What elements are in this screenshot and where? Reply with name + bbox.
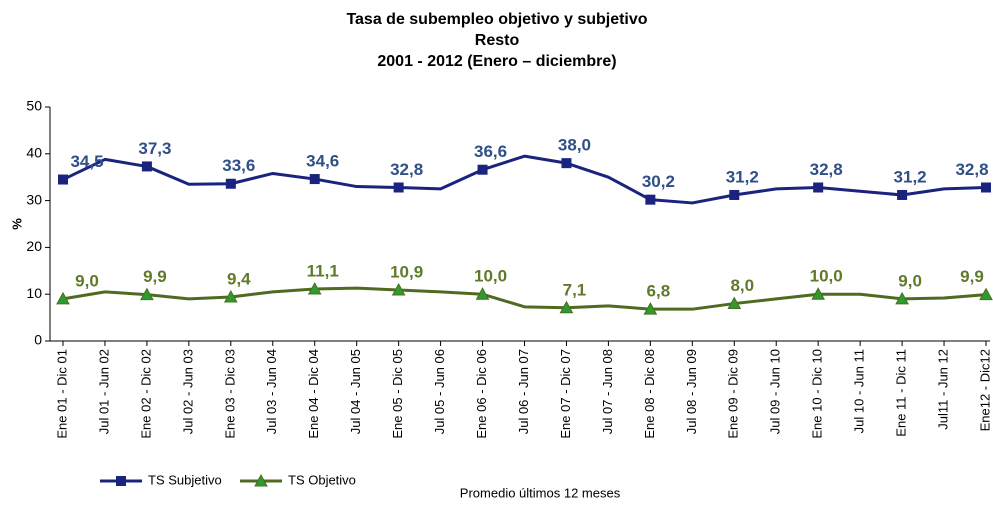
data-marker — [645, 194, 656, 205]
x-tick-label: Jul 06 - Jun 07 — [516, 349, 531, 434]
data-marker — [393, 182, 404, 193]
data-label: 38,0 — [558, 136, 591, 155]
data-label: 10,9 — [390, 262, 423, 281]
data-marker — [475, 287, 490, 300]
data-label: 33,6 — [222, 156, 255, 175]
x-tick-label: Ene 04 - Dic 04 — [306, 349, 321, 439]
chart-title: Tasa de subempleo objetivo y subjetivo — [346, 11, 647, 28]
data-label: 30,2 — [642, 172, 675, 191]
data-marker — [981, 182, 991, 193]
chart-subtitle: Resto — [475, 32, 520, 49]
x-tick-label: Jul11 - Jun 12 — [935, 349, 950, 430]
series-line — [62, 286, 987, 311]
data-marker — [811, 287, 826, 300]
x-tick-label: Ene 08 - Dic 08 — [642, 349, 657, 439]
data-marker — [897, 189, 908, 200]
data-marker — [559, 300, 574, 314]
x-tick-label: Ene 01 - Dic 01 — [54, 349, 69, 439]
x-tick-label: Ene 02 - Dic 02 — [138, 349, 153, 439]
data-marker — [223, 289, 238, 303]
x-tick-label: Jul 07 - Jun 08 — [600, 349, 615, 434]
x-tick-label: Jul 04 - Jun 05 — [348, 349, 363, 434]
data-marker — [391, 282, 406, 296]
x-tick-label: Jul 02 - Jun 03 — [180, 349, 195, 434]
data-marker — [561, 158, 572, 169]
data-label: 7,1 — [563, 280, 587, 299]
data-marker — [309, 174, 320, 185]
x-tick-label: Ene 10 - Dic 10 — [810, 349, 825, 439]
data-label: 9,9 — [143, 267, 167, 286]
data-marker — [141, 161, 152, 172]
y-tick-label: 50 — [26, 98, 42, 114]
legend-label: TS Objetivo — [288, 472, 356, 487]
data-label: 32,8 — [810, 160, 843, 179]
data-label: 36,6 — [474, 142, 507, 161]
data-label: 9,4 — [227, 269, 251, 288]
x-tick-label: Jul 10 - Jun 11 — [852, 349, 867, 433]
series-line — [62, 154, 987, 205]
data-label: 31,2 — [894, 167, 927, 186]
data-marker — [895, 291, 909, 305]
x-axis-label: Promedio últimos 12 meses — [460, 485, 621, 500]
data-marker — [979, 287, 993, 301]
data-marker — [140, 287, 154, 301]
y-axis-label: % — [9, 218, 24, 230]
legend-marker — [254, 473, 268, 487]
x-tick-label: Jul 03 - Jun 04 — [264, 349, 279, 434]
x-tick-label: Jul 09 - Jun 10 — [768, 349, 783, 434]
data-label: 31,2 — [726, 167, 759, 186]
data-label: 37,3 — [138, 139, 171, 158]
y-tick-label: 0 — [34, 332, 42, 348]
data-marker — [477, 164, 488, 175]
data-marker — [729, 189, 740, 200]
y-tick-label: 20 — [26, 238, 42, 254]
legend-label: TS Subjetivo — [148, 472, 222, 487]
x-tick-label: Ene 06 - Dic 06 — [474, 349, 489, 439]
data-label: 10,0 — [810, 267, 843, 286]
data-label: 9,0 — [75, 271, 99, 290]
x-tick-label: Jul 05 - Jun 06 — [432, 349, 447, 434]
x-tick-label: Ene12 - Dic12 — [977, 349, 992, 431]
data-label: 34,6 — [306, 152, 339, 171]
x-tick-label: Ene 09 - Dic 09 — [726, 349, 741, 439]
data-marker — [813, 182, 824, 193]
data-label: 34,5 — [70, 152, 103, 171]
data-label: 10,0 — [474, 267, 507, 286]
data-label: 32,8 — [955, 160, 988, 179]
data-label: 32,8 — [390, 160, 423, 179]
y-tick-label: 30 — [26, 191, 42, 207]
data-label: 9,0 — [898, 271, 922, 290]
data-label: 8,0 — [730, 276, 754, 295]
data-marker — [727, 296, 742, 310]
data-marker — [225, 178, 236, 189]
data-marker — [58, 174, 68, 185]
x-tick-label: Ene 11 - Dic 11 — [894, 349, 909, 437]
data-marker — [56, 291, 70, 305]
data-marker — [643, 302, 658, 315]
data-label: 9,9 — [960, 267, 984, 286]
chart-subtitle: 2001 - 2012 (Enero – diciembre) — [377, 53, 616, 70]
data-label: 6,8 — [647, 282, 671, 301]
legend-marker — [116, 476, 126, 486]
x-tick-label: Ene 03 - Dic 03 — [222, 349, 237, 439]
x-tick-label: Jul 01 - Jun 02 — [96, 349, 111, 434]
y-tick-label: 10 — [26, 285, 42, 301]
x-tick-label: Ene 05 - Dic 05 — [390, 349, 405, 439]
x-tick-label: Jul 08 - Jun 09 — [684, 349, 699, 434]
data-label: 11,1 — [307, 262, 339, 281]
x-tick-label: Ene 07 - Dic 07 — [558, 349, 573, 439]
data-marker — [307, 282, 322, 295]
y-tick-label: 40 — [26, 145, 42, 161]
